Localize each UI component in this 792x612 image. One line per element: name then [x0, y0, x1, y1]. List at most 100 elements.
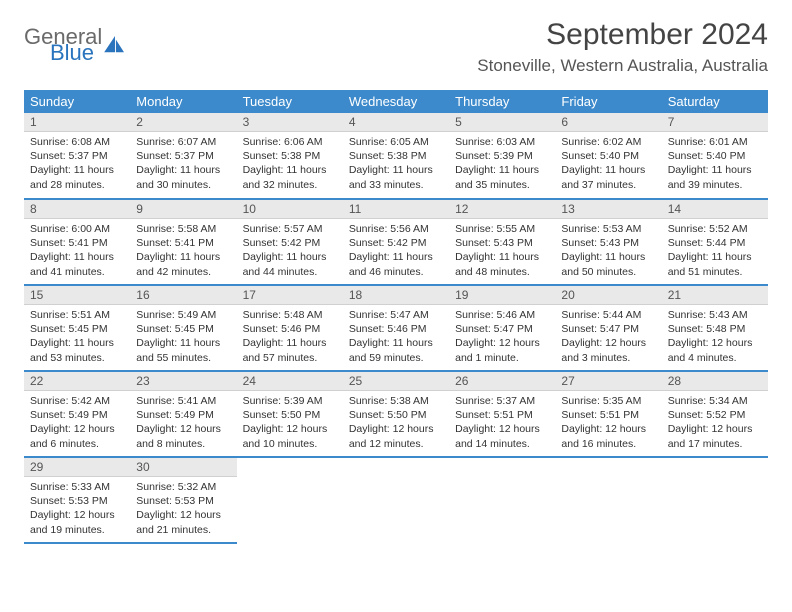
- day-number: 9: [130, 200, 236, 219]
- day-number: 27: [555, 372, 661, 391]
- daylight-text: Daylight: 11 hours and 32 minutes.: [243, 163, 337, 191]
- sunset-text: Sunset: 5:40 PM: [668, 149, 762, 163]
- sunrise-text: Sunrise: 5:52 AM: [668, 222, 762, 236]
- day-details: Sunrise: 5:55 AMSunset: 5:43 PMDaylight:…: [449, 219, 555, 283]
- day-details: Sunrise: 5:41 AMSunset: 5:49 PMDaylight:…: [130, 391, 236, 455]
- calendar-day-cell: 19Sunrise: 5:46 AMSunset: 5:47 PMDayligh…: [449, 285, 555, 371]
- daylight-text: Daylight: 12 hours and 14 minutes.: [455, 422, 549, 450]
- calendar-day-cell: 29Sunrise: 5:33 AMSunset: 5:53 PMDayligh…: [24, 457, 130, 543]
- sunrise-text: Sunrise: 6:08 AM: [30, 135, 124, 149]
- calendar-grid: Sunday Monday Tuesday Wednesday Thursday…: [24, 90, 768, 544]
- calendar-day-cell: 13Sunrise: 5:53 AMSunset: 5:43 PMDayligh…: [555, 199, 661, 285]
- daylight-text: Daylight: 11 hours and 59 minutes.: [349, 336, 443, 364]
- day-number: 26: [449, 372, 555, 391]
- sunset-text: Sunset: 5:45 PM: [136, 322, 230, 336]
- calendar-day-cell: 15Sunrise: 5:51 AMSunset: 5:45 PMDayligh…: [24, 285, 130, 371]
- daylight-text: Daylight: 11 hours and 53 minutes.: [30, 336, 124, 364]
- logo-text-blue: Blue: [50, 42, 102, 64]
- calendar-day-cell: 8Sunrise: 6:00 AMSunset: 5:41 PMDaylight…: [24, 199, 130, 285]
- sunset-text: Sunset: 5:51 PM: [561, 408, 655, 422]
- daylight-text: Daylight: 11 hours and 55 minutes.: [136, 336, 230, 364]
- sunset-text: Sunset: 5:45 PM: [30, 322, 124, 336]
- day-number: 24: [237, 372, 343, 391]
- daylight-text: Daylight: 11 hours and 37 minutes.: [561, 163, 655, 191]
- calendar-page: General Blue September 2024 Stoneville, …: [0, 0, 792, 562]
- day-number: 5: [449, 113, 555, 132]
- calendar-day-cell: 9Sunrise: 5:58 AMSunset: 5:41 PMDaylight…: [130, 199, 236, 285]
- day-details: Sunrise: 5:33 AMSunset: 5:53 PMDaylight:…: [24, 477, 130, 541]
- day-details: Sunrise: 6:03 AMSunset: 5:39 PMDaylight:…: [449, 132, 555, 196]
- day-details: Sunrise: 5:47 AMSunset: 5:46 PMDaylight:…: [343, 305, 449, 369]
- day-number: 20: [555, 286, 661, 305]
- day-details: Sunrise: 5:32 AMSunset: 5:53 PMDaylight:…: [130, 477, 236, 541]
- weekday-header: Wednesday: [343, 90, 449, 113]
- day-details: Sunrise: 5:58 AMSunset: 5:41 PMDaylight:…: [130, 219, 236, 283]
- sunset-text: Sunset: 5:46 PM: [243, 322, 337, 336]
- day-details: Sunrise: 6:05 AMSunset: 5:38 PMDaylight:…: [343, 132, 449, 196]
- sunrise-text: Sunrise: 6:06 AM: [243, 135, 337, 149]
- calendar-day-cell: 23Sunrise: 5:41 AMSunset: 5:49 PMDayligh…: [130, 371, 236, 457]
- daylight-text: Daylight: 11 hours and 50 minutes.: [561, 250, 655, 278]
- sunset-text: Sunset: 5:41 PM: [30, 236, 124, 250]
- day-details: Sunrise: 5:44 AMSunset: 5:47 PMDaylight:…: [555, 305, 661, 369]
- sunrise-text: Sunrise: 5:32 AM: [136, 480, 230, 494]
- calendar-week-row: 29Sunrise: 5:33 AMSunset: 5:53 PMDayligh…: [24, 457, 768, 543]
- calendar-day-cell: 27Sunrise: 5:35 AMSunset: 5:51 PMDayligh…: [555, 371, 661, 457]
- sunset-text: Sunset: 5:42 PM: [243, 236, 337, 250]
- sunset-text: Sunset: 5:49 PM: [136, 408, 230, 422]
- sunrise-text: Sunrise: 5:39 AM: [243, 394, 337, 408]
- day-details: Sunrise: 5:35 AMSunset: 5:51 PMDaylight:…: [555, 391, 661, 455]
- day-details: Sunrise: 5:57 AMSunset: 5:42 PMDaylight:…: [237, 219, 343, 283]
- sunrise-text: Sunrise: 5:47 AM: [349, 308, 443, 322]
- calendar-day-cell: [237, 457, 343, 543]
- day-details: Sunrise: 5:51 AMSunset: 5:45 PMDaylight:…: [24, 305, 130, 369]
- sunrise-text: Sunrise: 5:51 AM: [30, 308, 124, 322]
- daylight-text: Daylight: 12 hours and 19 minutes.: [30, 508, 124, 536]
- sunrise-text: Sunrise: 6:03 AM: [455, 135, 549, 149]
- daylight-text: Daylight: 11 hours and 39 minutes.: [668, 163, 762, 191]
- daylight-text: Daylight: 11 hours and 57 minutes.: [243, 336, 337, 364]
- location-subtitle: Stoneville, Western Australia, Australia: [477, 56, 768, 76]
- sunset-text: Sunset: 5:50 PM: [349, 408, 443, 422]
- day-number: 2: [130, 113, 236, 132]
- day-details: Sunrise: 6:00 AMSunset: 5:41 PMDaylight:…: [24, 219, 130, 283]
- day-number: 16: [130, 286, 236, 305]
- day-number: 28: [662, 372, 768, 391]
- sunset-text: Sunset: 5:38 PM: [349, 149, 443, 163]
- sunrise-text: Sunrise: 5:44 AM: [561, 308, 655, 322]
- calendar-day-cell: 2Sunrise: 6:07 AMSunset: 5:37 PMDaylight…: [130, 113, 236, 199]
- day-number: 10: [237, 200, 343, 219]
- sunrise-text: Sunrise: 6:00 AM: [30, 222, 124, 236]
- day-details: Sunrise: 6:06 AMSunset: 5:38 PMDaylight:…: [237, 132, 343, 196]
- sunset-text: Sunset: 5:37 PM: [136, 149, 230, 163]
- sunset-text: Sunset: 5:47 PM: [455, 322, 549, 336]
- day-number: 21: [662, 286, 768, 305]
- calendar-week-row: 1Sunrise: 6:08 AMSunset: 5:37 PMDaylight…: [24, 113, 768, 199]
- day-details: Sunrise: 5:49 AMSunset: 5:45 PMDaylight:…: [130, 305, 236, 369]
- sunrise-text: Sunrise: 5:34 AM: [668, 394, 762, 408]
- day-number: 18: [343, 286, 449, 305]
- calendar-day-cell: 25Sunrise: 5:38 AMSunset: 5:50 PMDayligh…: [343, 371, 449, 457]
- calendar-day-cell: [449, 457, 555, 543]
- calendar-day-cell: 11Sunrise: 5:56 AMSunset: 5:42 PMDayligh…: [343, 199, 449, 285]
- weekday-header: Thursday: [449, 90, 555, 113]
- daylight-text: Daylight: 11 hours and 33 minutes.: [349, 163, 443, 191]
- calendar-day-cell: [662, 457, 768, 543]
- daylight-text: Daylight: 11 hours and 46 minutes.: [349, 250, 443, 278]
- sunset-text: Sunset: 5:39 PM: [455, 149, 549, 163]
- sunrise-text: Sunrise: 5:33 AM: [30, 480, 124, 494]
- title-block: September 2024 Stoneville, Western Austr…: [477, 18, 768, 76]
- day-details: Sunrise: 6:01 AMSunset: 5:40 PMDaylight:…: [662, 132, 768, 196]
- calendar-day-cell: 7Sunrise: 6:01 AMSunset: 5:40 PMDaylight…: [662, 113, 768, 199]
- day-number: 29: [24, 458, 130, 477]
- sunset-text: Sunset: 5:47 PM: [561, 322, 655, 336]
- calendar-day-cell: 22Sunrise: 5:42 AMSunset: 5:49 PMDayligh…: [24, 371, 130, 457]
- day-details: Sunrise: 5:52 AMSunset: 5:44 PMDaylight:…: [662, 219, 768, 283]
- calendar-day-cell: 6Sunrise: 6:02 AMSunset: 5:40 PMDaylight…: [555, 113, 661, 199]
- sunrise-text: Sunrise: 5:57 AM: [243, 222, 337, 236]
- day-number: 12: [449, 200, 555, 219]
- daylight-text: Daylight: 11 hours and 51 minutes.: [668, 250, 762, 278]
- sunrise-text: Sunrise: 5:53 AM: [561, 222, 655, 236]
- day-details: Sunrise: 5:39 AMSunset: 5:50 PMDaylight:…: [237, 391, 343, 455]
- brand-logo: General Blue: [24, 18, 126, 64]
